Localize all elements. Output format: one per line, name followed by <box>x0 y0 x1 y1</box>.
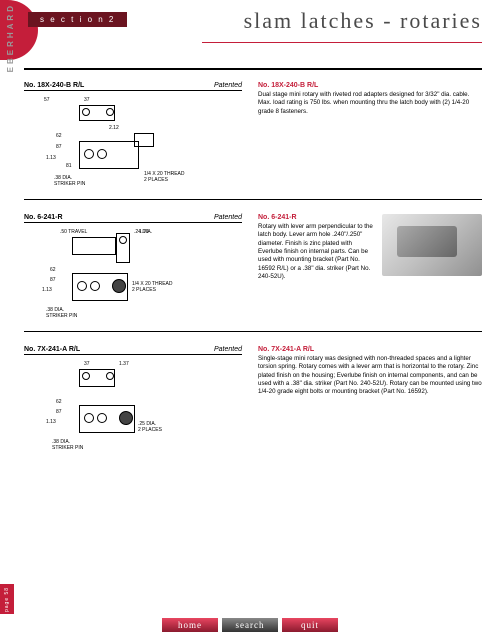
page-number-tab: page 58 <box>0 584 14 614</box>
technical-drawing: .50 TRAVEL .24 DIA. 1.71 62 87 1.13 .38 … <box>24 229 242 317</box>
technical-drawing: 37 1.37 62 87 1.13 .38 DIA. STRIKER PIN … <box>24 361 242 449</box>
desc-title: No. 7X-241-A R/L <box>258 346 482 353</box>
product-number: No. 7X-241-A R/L <box>24 346 80 353</box>
product-row: No. 6-241-R Patented .50 TRAVEL .24 DIA.… <box>24 214 482 332</box>
desc-text: Single-stage mini rotary was designed wi… <box>258 355 482 397</box>
content-area: No. 18X-240-B R/L Patented 37 57 2.12 62… <box>24 82 482 477</box>
brand-vertical: EBERHARD <box>6 3 15 72</box>
product-photo <box>382 214 482 276</box>
product-number: No. 6-241-R <box>24 214 63 221</box>
technical-drawing: 37 57 2.12 62 87 1.13 81 .38 DIA. STRIKE… <box>24 97 242 185</box>
search-button[interactable]: search <box>222 618 278 632</box>
patented-label: Patented <box>214 214 242 221</box>
patented-label: Patented <box>214 82 242 89</box>
desc-text: Dual stage mini rotary with riveted rod … <box>258 91 482 116</box>
product-header: No. 18X-240-B R/L Patented <box>24 82 242 91</box>
title-underline <box>202 42 482 43</box>
product-header: No. 6-241-R Patented <box>24 214 242 223</box>
top-rule <box>24 68 482 70</box>
product-row: No. 7X-241-A R/L Patented 37 1.37 62 87 … <box>24 346 482 463</box>
product-number: No. 18X-240-B R/L <box>24 82 84 89</box>
quit-button[interactable]: quit <box>282 618 338 632</box>
section-tab: s e c t i o n 2 <box>28 12 127 27</box>
patented-label: Patented <box>214 346 242 353</box>
product-row: No. 18X-240-B R/L Patented 37 57 2.12 62… <box>24 82 482 200</box>
home-button[interactable]: home <box>162 618 218 632</box>
nav-bar: home search quit <box>162 618 338 632</box>
product-header: No. 7X-241-A R/L Patented <box>24 346 242 355</box>
desc-title: No. 18X-240-B R/L <box>258 82 482 89</box>
page-title: slam latches - rotaries <box>244 8 482 34</box>
